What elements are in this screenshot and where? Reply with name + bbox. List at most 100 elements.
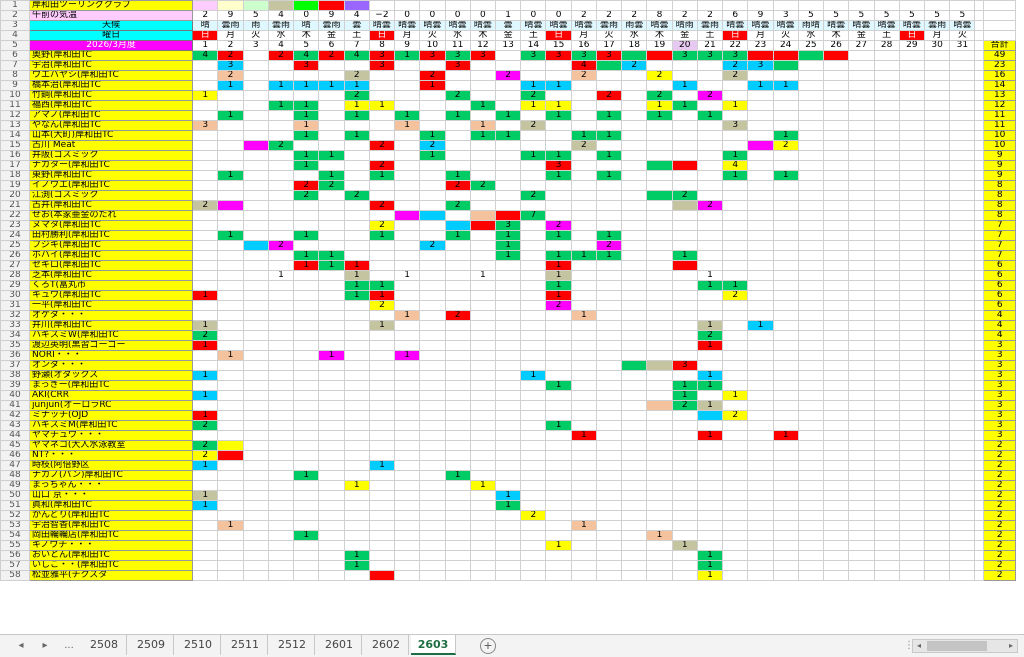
weather-cell[interactable]: 晴曇 bbox=[873, 20, 900, 31]
attendance-cell[interactable] bbox=[898, 360, 925, 371]
attendance-cell[interactable] bbox=[242, 140, 269, 151]
attendance-cell[interactable] bbox=[419, 480, 446, 491]
attendance-cell[interactable] bbox=[419, 360, 446, 371]
temperature-cell[interactable]: 5 bbox=[848, 10, 875, 21]
attendance-cell[interactable] bbox=[520, 310, 547, 321]
attendance-cell[interactable] bbox=[722, 400, 749, 411]
attendance-cell[interactable] bbox=[520, 410, 547, 421]
cell[interactable] bbox=[974, 140, 985, 151]
attendance-cell[interactable] bbox=[595, 270, 623, 281]
attendance-cell[interactable] bbox=[848, 360, 875, 371]
attendance-cell[interactable] bbox=[848, 410, 875, 421]
attendance-cell[interactable] bbox=[772, 520, 799, 531]
attendance-cell[interactable] bbox=[595, 290, 623, 301]
attendance-cell[interactable] bbox=[671, 500, 698, 511]
weekday-cell[interactable]: 月 bbox=[217, 30, 244, 41]
attendance-cell[interactable] bbox=[394, 210, 421, 221]
add-sheet-icon[interactable]: + bbox=[480, 638, 496, 654]
attendance-cell[interactable]: 1 bbox=[444, 470, 471, 481]
attendance-cell[interactable] bbox=[444, 380, 471, 391]
attendance-cell[interactable] bbox=[747, 240, 774, 251]
attendance-cell[interactable] bbox=[873, 50, 900, 61]
row-header[interactable]: 16 bbox=[0, 150, 31, 161]
attendance-cell[interactable] bbox=[823, 90, 850, 101]
attendance-cell[interactable] bbox=[772, 200, 799, 211]
attendance-cell[interactable] bbox=[192, 130, 219, 141]
row-header[interactable]: 8 bbox=[0, 70, 31, 81]
attendance-cell[interactable] bbox=[873, 260, 900, 271]
attendance-cell[interactable] bbox=[217, 470, 244, 481]
attendance-cell[interactable] bbox=[419, 200, 446, 211]
attendance-cell[interactable] bbox=[595, 360, 623, 371]
weather-cell[interactable]: 晴曇 bbox=[722, 20, 749, 31]
attendance-cell[interactable]: 1 bbox=[293, 160, 320, 171]
attendance-cell[interactable] bbox=[898, 50, 925, 61]
attendance-cell[interactable] bbox=[343, 490, 370, 501]
attendance-cell[interactable] bbox=[520, 110, 547, 121]
attendance-cell[interactable] bbox=[419, 90, 446, 101]
attendance-cell[interactable] bbox=[696, 80, 724, 91]
weekday-cell[interactable]: 水 bbox=[621, 30, 648, 41]
attendance-cell[interactable] bbox=[419, 60, 446, 71]
attendance-cell[interactable] bbox=[646, 310, 673, 321]
cell[interactable] bbox=[974, 520, 985, 531]
attendance-cell[interactable] bbox=[343, 430, 370, 441]
attendance-cell[interactable] bbox=[923, 320, 951, 331]
attendance-cell[interactable] bbox=[772, 180, 799, 191]
attendance-cell[interactable] bbox=[747, 460, 774, 471]
attendance-cell[interactable] bbox=[923, 410, 951, 421]
attendance-cell[interactable] bbox=[671, 300, 698, 311]
attendance-cell[interactable] bbox=[949, 500, 976, 511]
row-header[interactable]: 30 bbox=[0, 290, 31, 301]
weekday-cell[interactable]: 水 bbox=[797, 30, 825, 41]
member-total[interactable]: 2 bbox=[983, 550, 1016, 561]
attendance-cell[interactable]: 1 bbox=[293, 250, 320, 261]
attendance-cell[interactable]: 1 bbox=[545, 380, 572, 391]
legend-color-swatch[interactable] bbox=[267, 0, 295, 11]
attendance-cell[interactable] bbox=[595, 60, 623, 71]
attendance-cell[interactable] bbox=[823, 510, 850, 521]
attendance-cell[interactable] bbox=[696, 290, 724, 301]
attendance-cell[interactable] bbox=[545, 90, 572, 101]
attendance-cell[interactable] bbox=[217, 200, 244, 211]
cell[interactable] bbox=[974, 130, 985, 141]
attendance-cell[interactable] bbox=[469, 440, 496, 451]
attendance-cell[interactable] bbox=[469, 230, 496, 241]
attendance-cell[interactable]: 1 bbox=[343, 80, 370, 91]
member-total[interactable]: 3 bbox=[983, 420, 1016, 431]
day-number-cell[interactable]: 25 bbox=[797, 40, 825, 51]
attendance-cell[interactable]: 2 bbox=[520, 90, 547, 101]
attendance-cell[interactable] bbox=[217, 460, 244, 471]
cell[interactable] bbox=[974, 450, 985, 461]
attendance-cell[interactable] bbox=[520, 500, 547, 511]
attendance-cell[interactable] bbox=[394, 280, 421, 291]
attendance-cell[interactable] bbox=[394, 410, 421, 421]
cell[interactable] bbox=[974, 350, 985, 361]
attendance-cell[interactable] bbox=[949, 330, 976, 341]
attendance-cell[interactable] bbox=[293, 200, 320, 211]
attendance-cell[interactable] bbox=[949, 280, 976, 291]
attendance-cell[interactable] bbox=[267, 320, 295, 331]
attendance-cell[interactable] bbox=[343, 160, 370, 171]
member-name[interactable]: ホバイ(岸和田TC bbox=[29, 250, 194, 261]
attendance-cell[interactable] bbox=[242, 410, 269, 421]
attendance-cell[interactable] bbox=[595, 570, 623, 581]
attendance-cell[interactable]: 2 bbox=[722, 290, 749, 301]
attendance-cell[interactable] bbox=[923, 170, 951, 181]
attendance-cell[interactable] bbox=[722, 530, 749, 541]
attendance-cell[interactable] bbox=[242, 180, 269, 191]
attendance-cell[interactable] bbox=[368, 70, 396, 81]
attendance-cell[interactable] bbox=[772, 320, 799, 331]
attendance-cell[interactable] bbox=[722, 540, 749, 551]
attendance-cell[interactable] bbox=[318, 390, 345, 401]
weather-cell[interactable]: 晴曇 bbox=[823, 20, 850, 31]
attendance-cell[interactable] bbox=[293, 550, 320, 561]
attendance-cell[interactable] bbox=[368, 450, 396, 461]
attendance-cell[interactable] bbox=[621, 210, 648, 221]
attendance-cell[interactable]: 1 bbox=[595, 170, 623, 181]
attendance-cell[interactable] bbox=[520, 570, 547, 581]
attendance-cell[interactable] bbox=[797, 290, 825, 301]
attendance-cell[interactable] bbox=[318, 160, 345, 171]
attendance-cell[interactable] bbox=[267, 380, 295, 391]
attendance-cell[interactable] bbox=[772, 150, 799, 161]
